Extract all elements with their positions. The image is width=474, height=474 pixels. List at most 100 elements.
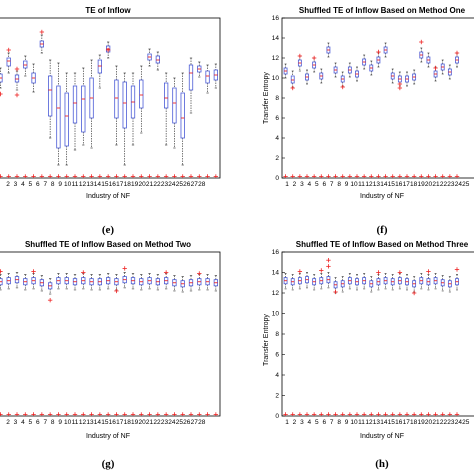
outlier-marker (333, 412, 338, 416)
box-22 (433, 65, 438, 178)
box-23 (172, 275, 177, 416)
x-tick-label: 20 (138, 419, 146, 426)
box-14 (376, 270, 381, 416)
outlier-marker (354, 412, 360, 416)
box-5 (311, 274, 317, 416)
box-body (14, 74, 20, 83)
box-6 (319, 68, 324, 178)
box-19 (411, 69, 417, 178)
box-21 (426, 269, 431, 416)
outlier-marker (297, 53, 303, 59)
outlier-marker (347, 174, 353, 178)
x-tick-label: 24 (168, 181, 176, 188)
box-7 (326, 258, 331, 416)
x-tick-label: 15 (388, 419, 396, 426)
outlier-marker (97, 174, 103, 178)
x-tick-label: 7 (330, 419, 334, 426)
box-10 (347, 273, 353, 416)
outlier-marker (376, 412, 381, 416)
box-series (0, 29, 219, 178)
outlier-marker (14, 66, 20, 72)
box-28 (213, 275, 219, 416)
outlier-marker (426, 269, 431, 274)
outlier-marker (197, 174, 202, 178)
outlier-marker (304, 174, 310, 178)
box-28 (213, 63, 219, 178)
x-tick-label: 1 (285, 419, 289, 426)
outlier-marker (147, 174, 152, 178)
box-23 (440, 275, 445, 416)
panel-h-ylabel: Transfer Entropy (263, 314, 270, 366)
box-12 (81, 67, 86, 178)
y-tick-label: 14 (272, 270, 280, 277)
x-tick-label: 25 (462, 419, 470, 426)
x-tick-label: 26 (183, 181, 191, 188)
x-tick-label: 23 (447, 181, 455, 188)
x-tick-label: 22 (153, 419, 161, 426)
box-22 (433, 273, 438, 416)
box-19 (139, 274, 144, 416)
box-body (180, 92, 185, 139)
x-tick-label: 13 (86, 181, 94, 188)
box-9 (56, 273, 61, 416)
x-tick-label: 25 (176, 181, 184, 188)
outlier-marker (297, 412, 303, 416)
panel-g-xlabel: Industry of NF (86, 433, 130, 440)
box-body (72, 85, 78, 124)
outlier-marker (319, 174, 324, 178)
x-tick-label: 5 (29, 181, 33, 188)
outlier-marker (397, 81, 403, 87)
plot-frame (0, 17, 221, 179)
panel-f-xlabel: Industry of NF (360, 193, 404, 200)
x-tick-label: 4 (308, 181, 312, 188)
x-tick-label: 17 (116, 181, 124, 188)
outlier-marker (0, 174, 3, 178)
outlier-marker (105, 412, 111, 416)
box-25 (454, 50, 460, 178)
box-20 (419, 273, 424, 416)
box-body (290, 75, 295, 84)
box-3 (297, 53, 303, 178)
box-8 (333, 277, 338, 416)
outlier-marker (376, 174, 381, 178)
x-tick-label: 12 (79, 419, 87, 426)
outlier-marker (390, 174, 395, 178)
x-tick-label: 19 (131, 181, 139, 188)
outlier-marker (23, 412, 28, 416)
box-body (64, 92, 69, 147)
panel-e-caption: (e) (102, 224, 115, 236)
box-27 (205, 64, 210, 178)
x-tick-label: 8 (51, 181, 55, 188)
outlier-marker (297, 174, 303, 178)
outlier-marker (419, 39, 424, 45)
x-tick-label: 14 (380, 419, 388, 426)
x-tick-label: 20 (425, 181, 433, 188)
x-tick-label: 10 (350, 181, 358, 188)
outlier-marker (340, 84, 345, 90)
outlier-marker (163, 270, 169, 275)
box-body (172, 87, 177, 124)
x-tick-label: 24 (455, 419, 463, 426)
x-tick-label: 21 (146, 181, 154, 188)
x-tick-label: 17 (403, 181, 411, 188)
x-tick-label: 16 (109, 181, 117, 188)
panel-g-title: Shuffled TE of Inflow Based on Method Tw… (25, 240, 191, 249)
outlier-marker (426, 174, 431, 178)
x-tick-label: 9 (58, 419, 62, 426)
box-11 (72, 274, 78, 416)
box-22 (163, 270, 169, 416)
outlier-marker (404, 174, 410, 178)
outlier-marker (14, 92, 20, 98)
x-tick-label: 9 (58, 181, 62, 188)
box-series (283, 39, 460, 178)
outlier-marker (114, 174, 119, 178)
outlier-marker (114, 412, 119, 416)
outlier-marker (14, 412, 20, 416)
x-tick-label: 18 (410, 181, 418, 188)
box-1 (283, 273, 288, 416)
outlier-marker (56, 174, 61, 178)
outlier-marker (319, 268, 324, 273)
box-7 (326, 42, 331, 178)
outlier-marker (404, 412, 410, 416)
box-24 (180, 276, 185, 416)
